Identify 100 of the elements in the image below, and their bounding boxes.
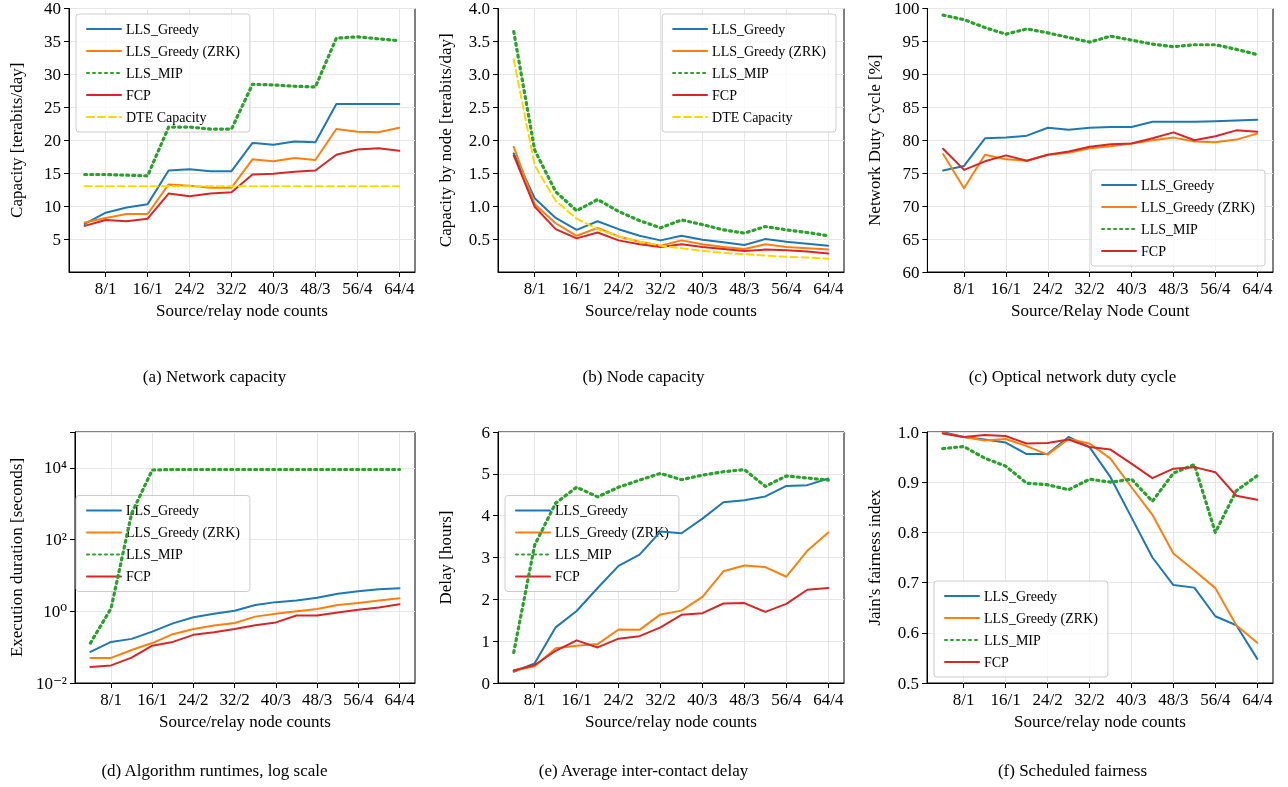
y-tick-label: 4: [481, 505, 491, 525]
y-tick-label: 5: [52, 229, 61, 249]
x-tick-label: 40/3: [687, 279, 718, 298]
y-tick-label: 3: [481, 547, 490, 567]
legend-label: FCP: [1141, 243, 1167, 259]
x-tick-label: 48/3: [1158, 279, 1189, 298]
line-series: [941, 444, 1259, 534]
x-tick-label: 16/1: [990, 279, 1022, 298]
legend-label: LLS_Greedy: [1141, 177, 1215, 193]
x-tick-label: 32/2: [1074, 689, 1105, 709]
x-axis-title: Source/relay node counts: [1014, 711, 1186, 731]
y-tick-label: 100: [893, 0, 920, 18]
line-series: [83, 103, 401, 225]
x-tick-label: 32/2: [219, 689, 250, 709]
legend-label: DTE Capacity: [126, 109, 207, 125]
y-tick-label: 10⁰: [43, 601, 68, 621]
x-tick-label: 8/1: [523, 279, 546, 298]
y-tick-label: 0.5: [897, 673, 919, 692]
legend-label: FCP: [712, 87, 738, 103]
y-tick-label: 35: [44, 31, 61, 51]
legend-label: LLS_Greedy: [555, 502, 629, 518]
y-tick-label: 2: [481, 589, 490, 609]
y-tick-label: 85: [902, 97, 920, 117]
y-tick-label: 1: [481, 631, 490, 651]
x-tick-label: 24/2: [1032, 689, 1063, 709]
legend-label: FCP: [126, 87, 152, 103]
legend-label: LLS_MIP: [984, 632, 1041, 647]
x-tick-label: 64/4: [1242, 279, 1273, 298]
y-axis-title: Jain's fairness index: [865, 488, 884, 626]
x-tick-label: 40/3: [258, 279, 289, 298]
x-tick-label: 64/4: [813, 279, 844, 298]
x-tick-label: 8/1: [100, 689, 122, 709]
x-tick-label: 32/2: [645, 279, 676, 298]
x-tick-label: 56/4: [1200, 279, 1232, 298]
x-tick-label: 48/3: [1158, 689, 1189, 709]
y-tick-label: 80: [902, 130, 920, 150]
y-tick-label: 2.5: [468, 97, 490, 117]
x-tick-label: 48/3: [302, 689, 333, 709]
x-tick-label: 24/2: [603, 689, 634, 709]
legend-label: LLS_MIP: [1141, 221, 1199, 237]
x-tick-label: 56/4: [343, 689, 374, 709]
x-tick-label: 8/1: [952, 689, 975, 709]
legend-label: LLS_Greedy: [712, 21, 786, 37]
x-tick-label: 8/1: [953, 279, 975, 298]
legend-label: FCP: [126, 568, 152, 584]
legend-label: LLS_MIP: [555, 546, 612, 562]
y-tick-label: 5: [481, 463, 490, 483]
x-tick-label: 48/3: [729, 689, 760, 709]
x-tick-label: 16/1: [132, 279, 163, 298]
x-tick-label: 8/1: [94, 279, 117, 298]
x-tick-label: 32/2: [1074, 279, 1105, 298]
x-tick-label: 56/4: [1200, 689, 1231, 709]
x-tick-label: 40/3: [1116, 279, 1147, 298]
line-series: [941, 432, 1259, 501]
x-tick-label: 64/4: [813, 689, 844, 709]
y-axis-title: Delay [hours]: [436, 510, 455, 604]
y-tick-label: 10²: [44, 529, 67, 549]
y-tick-label: 10⁻²: [35, 673, 67, 692]
legend-label: LLS_Greedy (ZRK): [126, 43, 241, 60]
y-tick-label: 25: [44, 97, 61, 117]
legend-label: LLS_Greedy (ZRK): [555, 524, 670, 541]
line-series: [88, 467, 402, 645]
line-series: [83, 147, 401, 227]
y-tick-label: 2.0: [468, 130, 490, 150]
legend-label: LLS_Greedy (ZRK): [126, 524, 241, 541]
y-tick-label: 15: [44, 163, 61, 183]
x-tick-label: 32/2: [645, 689, 676, 709]
y-tick-label: 0.6: [897, 622, 919, 642]
x-tick-label: 40/3: [687, 689, 718, 709]
y-tick-label: 95: [902, 31, 920, 51]
x-tick-label: 40/3: [260, 689, 292, 709]
y-tick-label: 0.9: [897, 472, 919, 492]
line-series: [83, 126, 401, 224]
legend-label: FCP: [555, 568, 581, 584]
y-tick-label: 0: [481, 673, 490, 692]
x-tick-label: 16/1: [990, 689, 1021, 709]
x-axis-title: Source/relay node counts: [156, 300, 328, 320]
y-tick-label: 20: [44, 130, 61, 150]
legend-label: FCP: [984, 654, 1010, 669]
legend-label: DTE Capacity: [712, 109, 793, 125]
legend-label: LLS_Greedy (ZRK): [984, 610, 1099, 626]
x-tick-label: 16/1: [137, 689, 168, 709]
text: (a) Network capacity: [142, 367, 287, 386]
x-tick-label: 64/4: [1242, 689, 1273, 709]
y-tick-label: 40: [44, 0, 61, 18]
y-tick-label: 0.7: [897, 572, 920, 592]
x-tick-label: 24/2: [603, 279, 634, 298]
legend-label: LLS_Greedy: [126, 502, 200, 518]
y-tick-label: 60: [902, 262, 920, 282]
line-series: [941, 13, 1259, 57]
x-tick-label: 40/3: [1116, 689, 1147, 709]
x-tick-label: 64/4: [384, 689, 416, 709]
x-tick-label: 16/1: [561, 279, 592, 298]
x-tick-label: 24/2: [174, 279, 205, 298]
legend-label: LLS_MIP: [712, 65, 770, 81]
line-series: [512, 586, 830, 671]
x-tick-label: 48/3: [729, 279, 760, 298]
y-tick-label: 70: [902, 196, 920, 216]
y-tick-label: 3.0: [468, 64, 490, 84]
x-tick-label: 24/2: [1032, 279, 1063, 298]
